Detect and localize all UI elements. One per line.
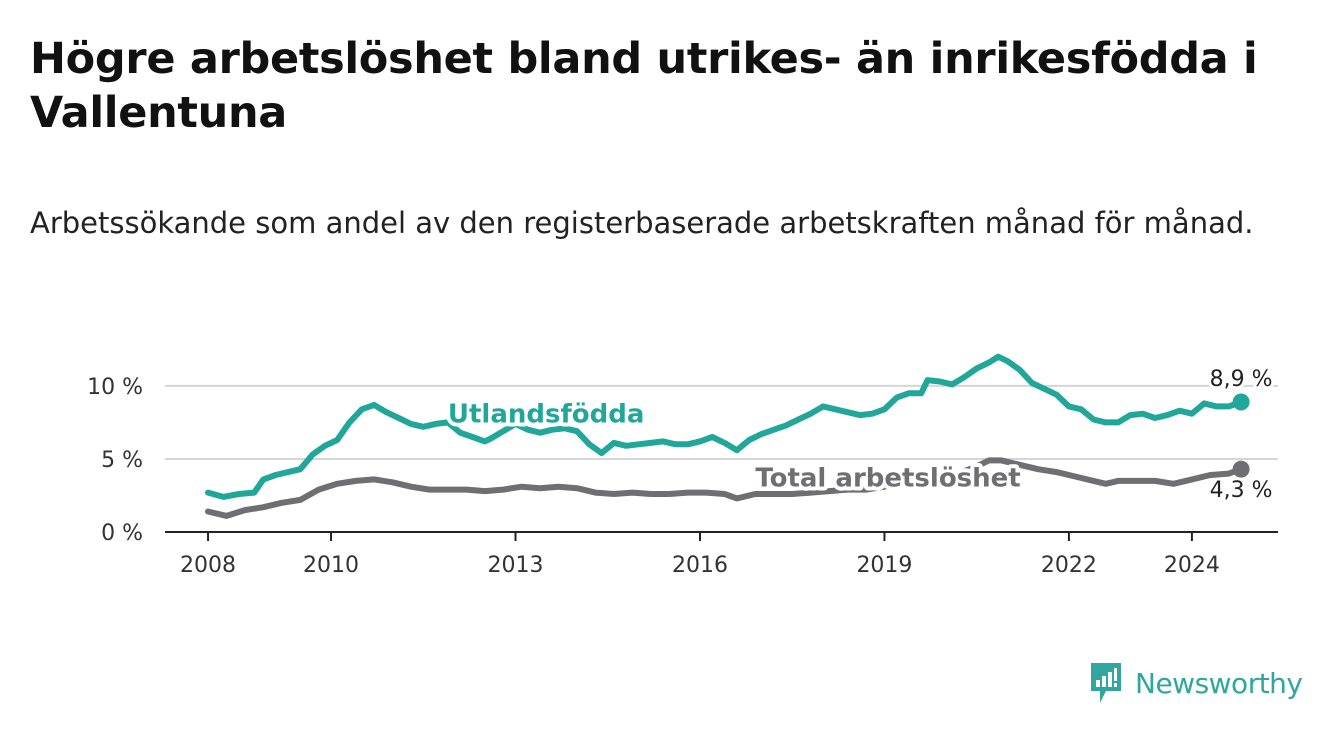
y-tick-label: 5 % [101,448,143,473]
bar-chart-logo-icon [1091,663,1121,703]
newsworthy-logo: Newsworthy [1089,661,1303,705]
x-tick-label: 2019 [856,553,912,578]
y-tick-label: 10 % [87,375,143,400]
chart-title: Högre arbetslöshet bland utrikes- än inr… [30,34,1258,138]
brand-name: Newsworthy [1135,666,1303,700]
x-tick-label: 2013 [488,553,544,578]
series-line-total [205,457,1245,519]
series-end-point [1232,393,1250,411]
x-tick-label: 2022 [1041,553,1097,578]
series-label-total: Total arbetslöshet [755,464,1020,494]
x-tick-label: 2016 [672,553,728,578]
series-line-utlandsfodda [205,353,1245,500]
series-end-label: 4,3 % [1210,478,1273,503]
x-tick-label: 2010 [303,553,359,578]
series-label-utlandsfodda: Utlandsfödda [448,399,645,429]
x-tick-label: 2008 [180,553,236,578]
y-tick-label: 0 % [101,521,143,546]
x-tick-label: 2024 [1164,553,1220,578]
series-end-point [1232,460,1250,478]
series-end-label: 8,9 % [1210,367,1273,392]
chart-subtitle: Arbetssökande som andel av den registerb… [30,206,1254,240]
